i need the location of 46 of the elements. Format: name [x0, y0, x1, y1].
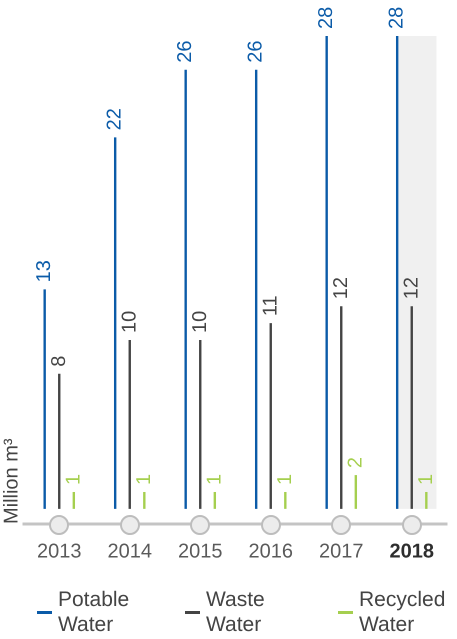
data-label: 1: [132, 474, 155, 485]
bar: [284, 492, 287, 509]
data-label: 10: [118, 310, 140, 333]
data-label: 1: [203, 474, 226, 485]
bar: [114, 137, 116, 509]
y-axis-title: Million m³: [0, 438, 23, 524]
bar: [396, 36, 398, 509]
x-tick-label: 2018: [390, 540, 434, 563]
x-tick-label: 2017: [319, 540, 364, 563]
bar: [325, 36, 328, 509]
data-label: 28: [315, 6, 338, 29]
bar: [354, 475, 358, 509]
data-label: 1: [274, 474, 296, 485]
bar: [199, 340, 202, 509]
data-label: 26: [244, 40, 267, 63]
data-label: 11: [259, 295, 282, 316]
bar: [214, 492, 216, 509]
bar: [410, 306, 413, 509]
bar: [184, 70, 187, 509]
legend-label: Waste Water: [206, 587, 266, 637]
data-label: 22: [104, 108, 126, 130]
data-label: 8: [48, 356, 70, 367]
data-label: 2: [344, 456, 366, 468]
x-tick-label: 2015: [178, 540, 222, 563]
bar: [340, 306, 342, 509]
bar: [43, 289, 46, 509]
data-label: 12: [330, 276, 352, 300]
legend-label: Potable Water: [58, 587, 130, 637]
bar: [270, 323, 272, 509]
bar: [72, 492, 76, 509]
x-tick-label: 2016: [248, 540, 293, 563]
data-label: 28: [386, 6, 408, 29]
data-label: 26: [174, 40, 196, 63]
bar: [425, 492, 428, 509]
data-label: 10: [188, 310, 211, 333]
bar: [128, 340, 131, 509]
x-tick-label: 2013: [37, 540, 82, 563]
data-label: 1: [62, 474, 84, 485]
data-label: 1: [414, 474, 437, 485]
data-label: 12: [400, 276, 422, 300]
data-label: 13: [33, 260, 56, 282]
x-tick-label: 2014: [108, 540, 152, 563]
bar: [143, 492, 146, 509]
bar: [58, 374, 60, 509]
legend-label: Recycled Water: [359, 587, 446, 637]
bar: [254, 70, 258, 509]
